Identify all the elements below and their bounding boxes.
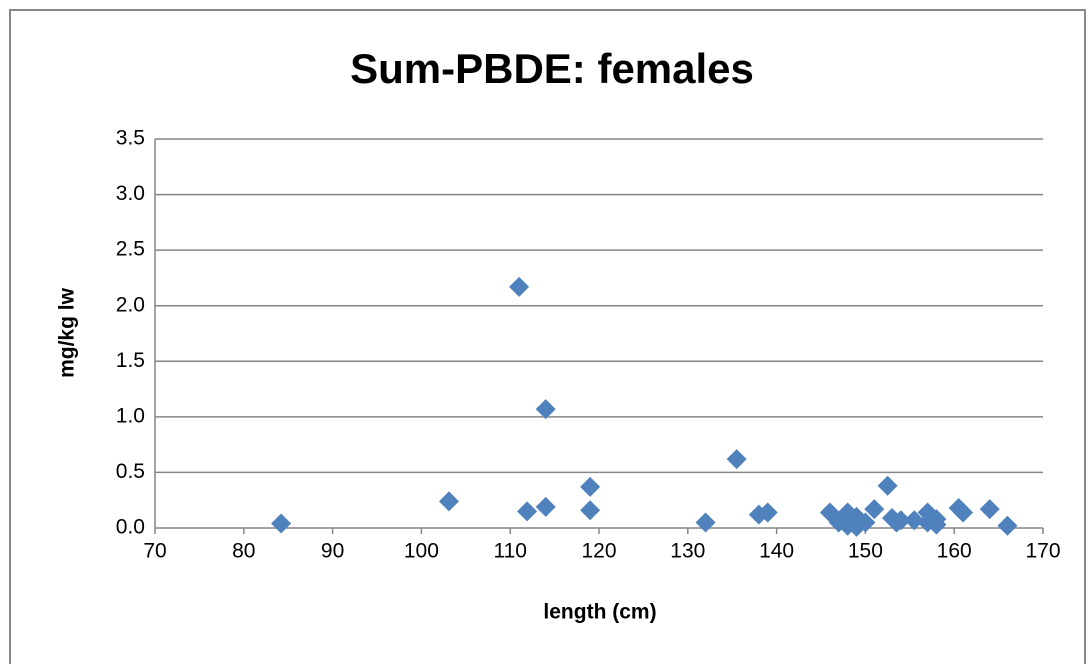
x-tick-label: 70 (143, 540, 166, 563)
x-axis-title: length (cm) (543, 601, 656, 624)
point (580, 500, 601, 521)
y-tick-label: 0.0 (116, 516, 145, 539)
point (953, 502, 974, 523)
x-tick-label: 140 (759, 540, 794, 563)
point (535, 496, 556, 517)
y-tick-label: 3.0 (116, 182, 145, 205)
point (271, 513, 292, 534)
x-tick-label: 80 (232, 540, 255, 563)
y-tick-label: 3.5 (116, 127, 145, 150)
point (864, 499, 885, 520)
chart-frame (9, 9, 1086, 664)
x-tick-label: 170 (1025, 540, 1060, 563)
point (997, 515, 1018, 536)
x-tick-label: 100 (404, 540, 439, 563)
y-tick-label: 0.5 (116, 460, 145, 483)
point (855, 512, 876, 533)
point (890, 510, 911, 531)
point (695, 512, 716, 533)
y-axis-title: mg/kg lw (56, 287, 79, 378)
x-tick-label: 160 (937, 540, 972, 563)
x-tick-label: 120 (581, 540, 616, 563)
y-tick-label: 2.0 (116, 293, 145, 316)
point (877, 475, 898, 496)
chart-title: Sum-PBDE: females (350, 45, 754, 92)
point (535, 399, 556, 420)
point (438, 491, 459, 512)
point (979, 499, 1000, 520)
x-tick-label: 150 (848, 540, 883, 563)
point (580, 476, 601, 497)
y-tick-label: 1.5 (116, 349, 145, 372)
y-tick-label: 1.0 (116, 404, 145, 427)
point (509, 276, 530, 297)
point (726, 449, 747, 470)
y-tick-label: 2.5 (116, 238, 145, 261)
point (757, 502, 778, 523)
point (926, 514, 947, 535)
x-tick-label: 90 (321, 540, 344, 563)
x-tick-label: 130 (670, 540, 705, 563)
x-tick-label: 110 (493, 540, 526, 563)
point (904, 510, 925, 531)
point (517, 501, 538, 522)
